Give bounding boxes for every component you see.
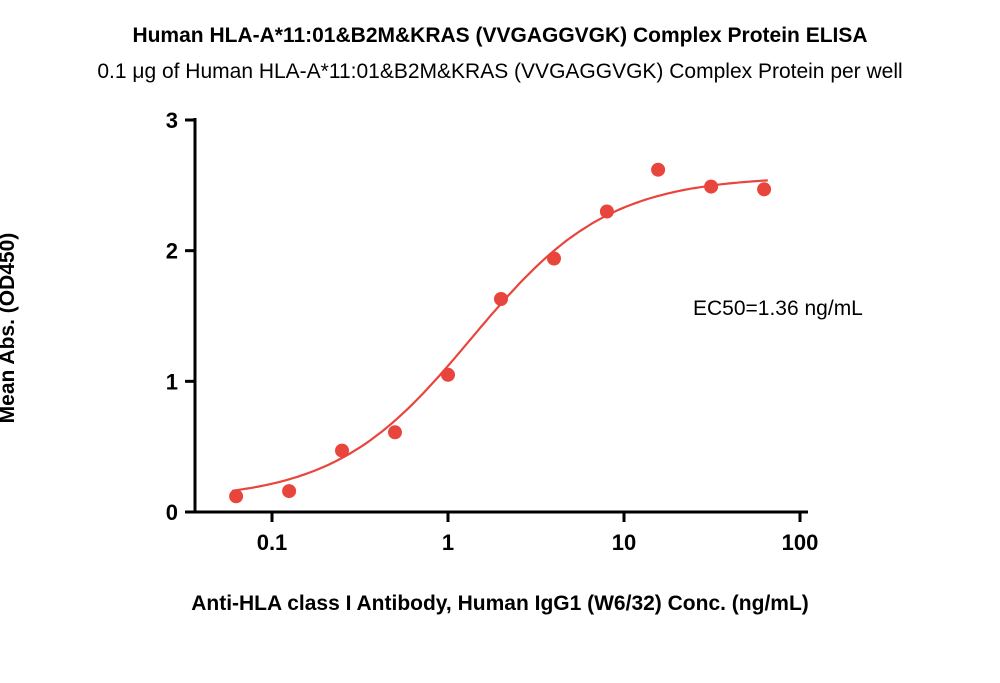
- data-point: [651, 162, 666, 177]
- data-point: [229, 489, 244, 504]
- y-tick-label: 1: [166, 369, 178, 394]
- data-point: [335, 443, 349, 458]
- x-tick-label: 0.1: [257, 530, 288, 555]
- ec50-annotation: EC50=1.36 ng/mL: [693, 297, 863, 320]
- x-tick-label: 100: [782, 530, 819, 555]
- data-point: [757, 182, 772, 197]
- data-point: [441, 367, 455, 382]
- chart-subtitle: 0.1 μg of Human HLA-A*11:01&B2M&KRAS (VV…: [97, 60, 903, 83]
- chart-title: Human HLA-A*11:01&B2M&KRAS (VVGAGGVGK) C…: [132, 24, 868, 47]
- y-tick-label: 0: [166, 500, 178, 525]
- data-point: [282, 484, 297, 499]
- data-point: [388, 425, 402, 440]
- y-tick-label: 2: [166, 239, 178, 264]
- x-axis-label: Anti-HLA class I Antibody, Human IgG1 (W…: [191, 592, 809, 615]
- data-point: [494, 292, 508, 306]
- y-tick-label: 3: [166, 108, 178, 133]
- data-point: [547, 251, 561, 266]
- x-tick-label: 1: [442, 530, 454, 555]
- data-point: [599, 204, 614, 219]
- x-tick-label: 10: [612, 530, 636, 555]
- fit-curve: [232, 179, 768, 492]
- y-axis-label: Mean Abs. (OD450): [0, 232, 19, 424]
- data-point: [704, 179, 719, 194]
